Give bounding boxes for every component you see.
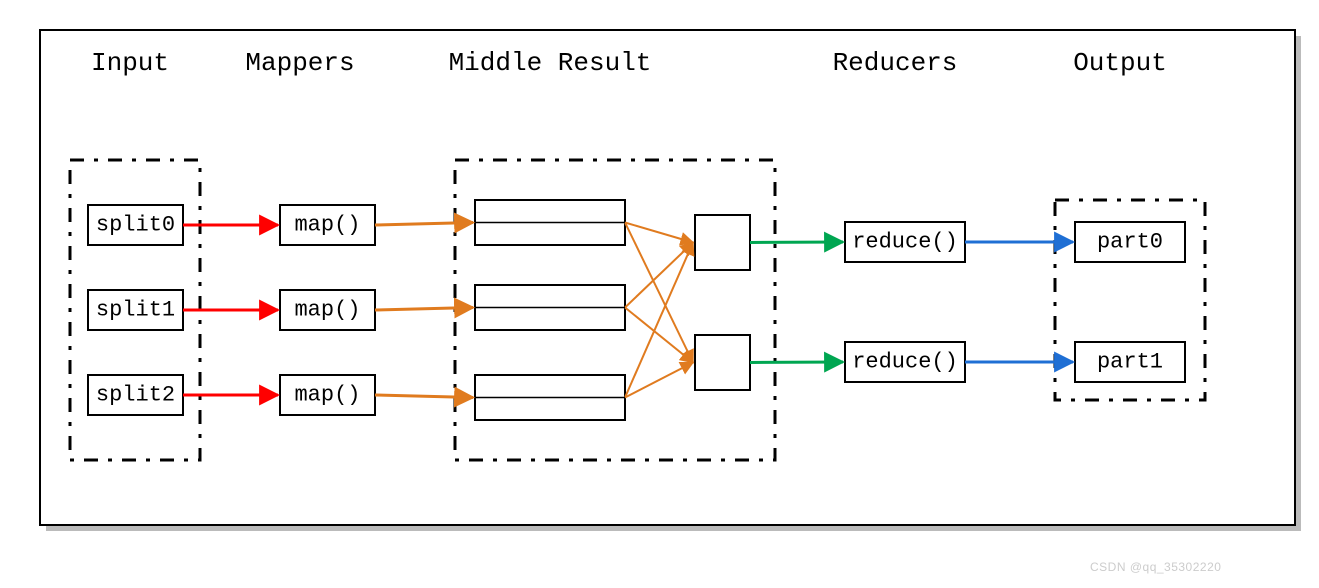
header-0: Input (91, 48, 169, 78)
node-label-map2: map() (294, 383, 360, 408)
header-2: Middle Result (449, 48, 652, 78)
edge-shuf1-red1 (750, 362, 843, 363)
node-label-red0: reduce() (852, 230, 958, 255)
node-label-part1: part1 (1097, 350, 1163, 375)
node-label-map1: map() (294, 298, 360, 323)
header-1: Mappers (245, 48, 354, 78)
node-shuf0 (695, 215, 750, 270)
header-4: Output (1073, 48, 1167, 78)
header-3: Reducers (833, 48, 958, 78)
node-label-split2: split2 (96, 383, 175, 408)
edge-shuf0-red0 (750, 242, 843, 243)
node-label-red1: reduce() (852, 350, 958, 375)
mapreduce-diagram: Input Mappers Middle Result Reducers Output s… (0, 0, 1319, 583)
node-label-part0: part0 (1097, 230, 1163, 255)
node-label-split1: split1 (96, 298, 175, 323)
node-label-map0: map() (294, 213, 360, 238)
node-shuf1 (695, 335, 750, 390)
watermark: CSDN @qq_35302220 (1090, 560, 1221, 574)
node-label-split0: split0 (96, 213, 175, 238)
panel (40, 30, 1295, 525)
